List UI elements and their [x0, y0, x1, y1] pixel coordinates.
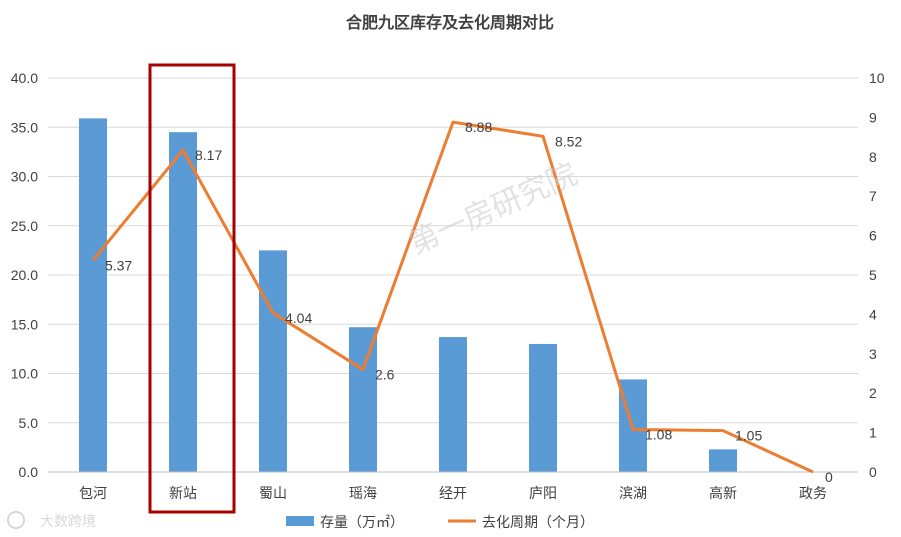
x-tick-label: 新站: [169, 485, 197, 501]
x-tick-label: 包河: [79, 485, 107, 501]
y-left-tick-label: 20.0: [11, 267, 38, 283]
bar: [169, 132, 197, 473]
data-labels: 5.37 8.17 4.04 2.6 8.88 8.52 1.08 1.05 0: [105, 119, 833, 485]
x-tick-label: 蜀山: [259, 485, 287, 501]
y-left-tick-label: 30.0: [11, 169, 38, 185]
y-left-tick-label: 10.0: [11, 366, 38, 382]
logo-icon: [7, 511, 25, 529]
bar: [79, 118, 107, 472]
data-label: 2.6: [375, 367, 395, 383]
y-right-tick-label: 6: [869, 228, 877, 244]
bar: [349, 327, 377, 472]
y-right-tick-label: 5: [869, 267, 877, 283]
y-left-tick-label: 0.0: [19, 464, 39, 480]
y-right-tick-label: 4: [869, 306, 877, 322]
x-tick-label: 滨湖: [619, 485, 647, 501]
data-label: 0: [825, 469, 833, 485]
watermark: 第一房研究院: [404, 158, 582, 261]
logo: 大数跨境: [7, 511, 96, 529]
y-left-tick-label: 15.0: [11, 316, 38, 332]
y-right-tick-label: 7: [869, 188, 877, 204]
y-left-tick-label: 40.0: [11, 70, 38, 86]
data-label: 5.37: [105, 257, 132, 273]
y-right-tick-label: 0: [869, 464, 877, 480]
y-right-tick-label: 1: [869, 425, 877, 441]
x-tick-label: 庐阳: [529, 485, 557, 501]
y-left-tick-label: 5.0: [19, 415, 39, 431]
x-axis: 包河 新站 蜀山 瑶海 经开 庐阳 滨湖 高新 政务: [48, 471, 858, 501]
bar: [709, 449, 737, 472]
y-left-tick-label: 35.0: [11, 119, 38, 135]
legend-swatch-bar: [286, 516, 314, 526]
y-axis-right: 0 1 2 3 4 5 6 7 8 9 10: [869, 70, 885, 480]
highlight-box: [148, 63, 236, 514]
x-tick-label: 高新: [709, 485, 737, 501]
bar-series: [79, 118, 737, 473]
bar: [439, 337, 467, 472]
y-axis-left: 0.0 5.0 10.0 15.0 20.0 25.0 30.0 35.0 40.0: [11, 70, 38, 480]
y-right-tick-label: 10: [869, 70, 885, 86]
data-label: 8.52: [555, 133, 582, 149]
x-tick-label: 政务: [799, 485, 827, 501]
y-right-tick-label: 3: [869, 346, 877, 362]
y-left-tick-label: 25.0: [11, 218, 38, 234]
data-label: 1.08: [645, 426, 672, 442]
data-label: 4.04: [285, 310, 312, 326]
legend-label-bar: 存量（万㎡）: [320, 514, 404, 530]
legend-label-line: 去化周期（个月）: [482, 514, 594, 530]
data-label: 8.17: [195, 147, 222, 163]
legend: 存量（万㎡） 去化周期（个月）: [286, 514, 594, 530]
y-right-tick-label: 9: [869, 109, 877, 125]
logo-text: 大数跨境: [40, 513, 96, 529]
data-label: 1.05: [735, 428, 762, 444]
data-label: 8.88: [465, 119, 492, 135]
bar: [529, 343, 557, 472]
chart-title: 合肥九区库存及去化周期对比: [346, 13, 554, 32]
series-line: [91, 120, 814, 474]
x-tick-label: 瑶海: [349, 485, 377, 501]
x-tick-label: 经开: [439, 485, 467, 501]
bar: [259, 250, 287, 472]
y-right-tick-label: 8: [869, 149, 877, 165]
line-series: [91, 120, 814, 474]
y-right-tick-label: 2: [869, 385, 877, 401]
